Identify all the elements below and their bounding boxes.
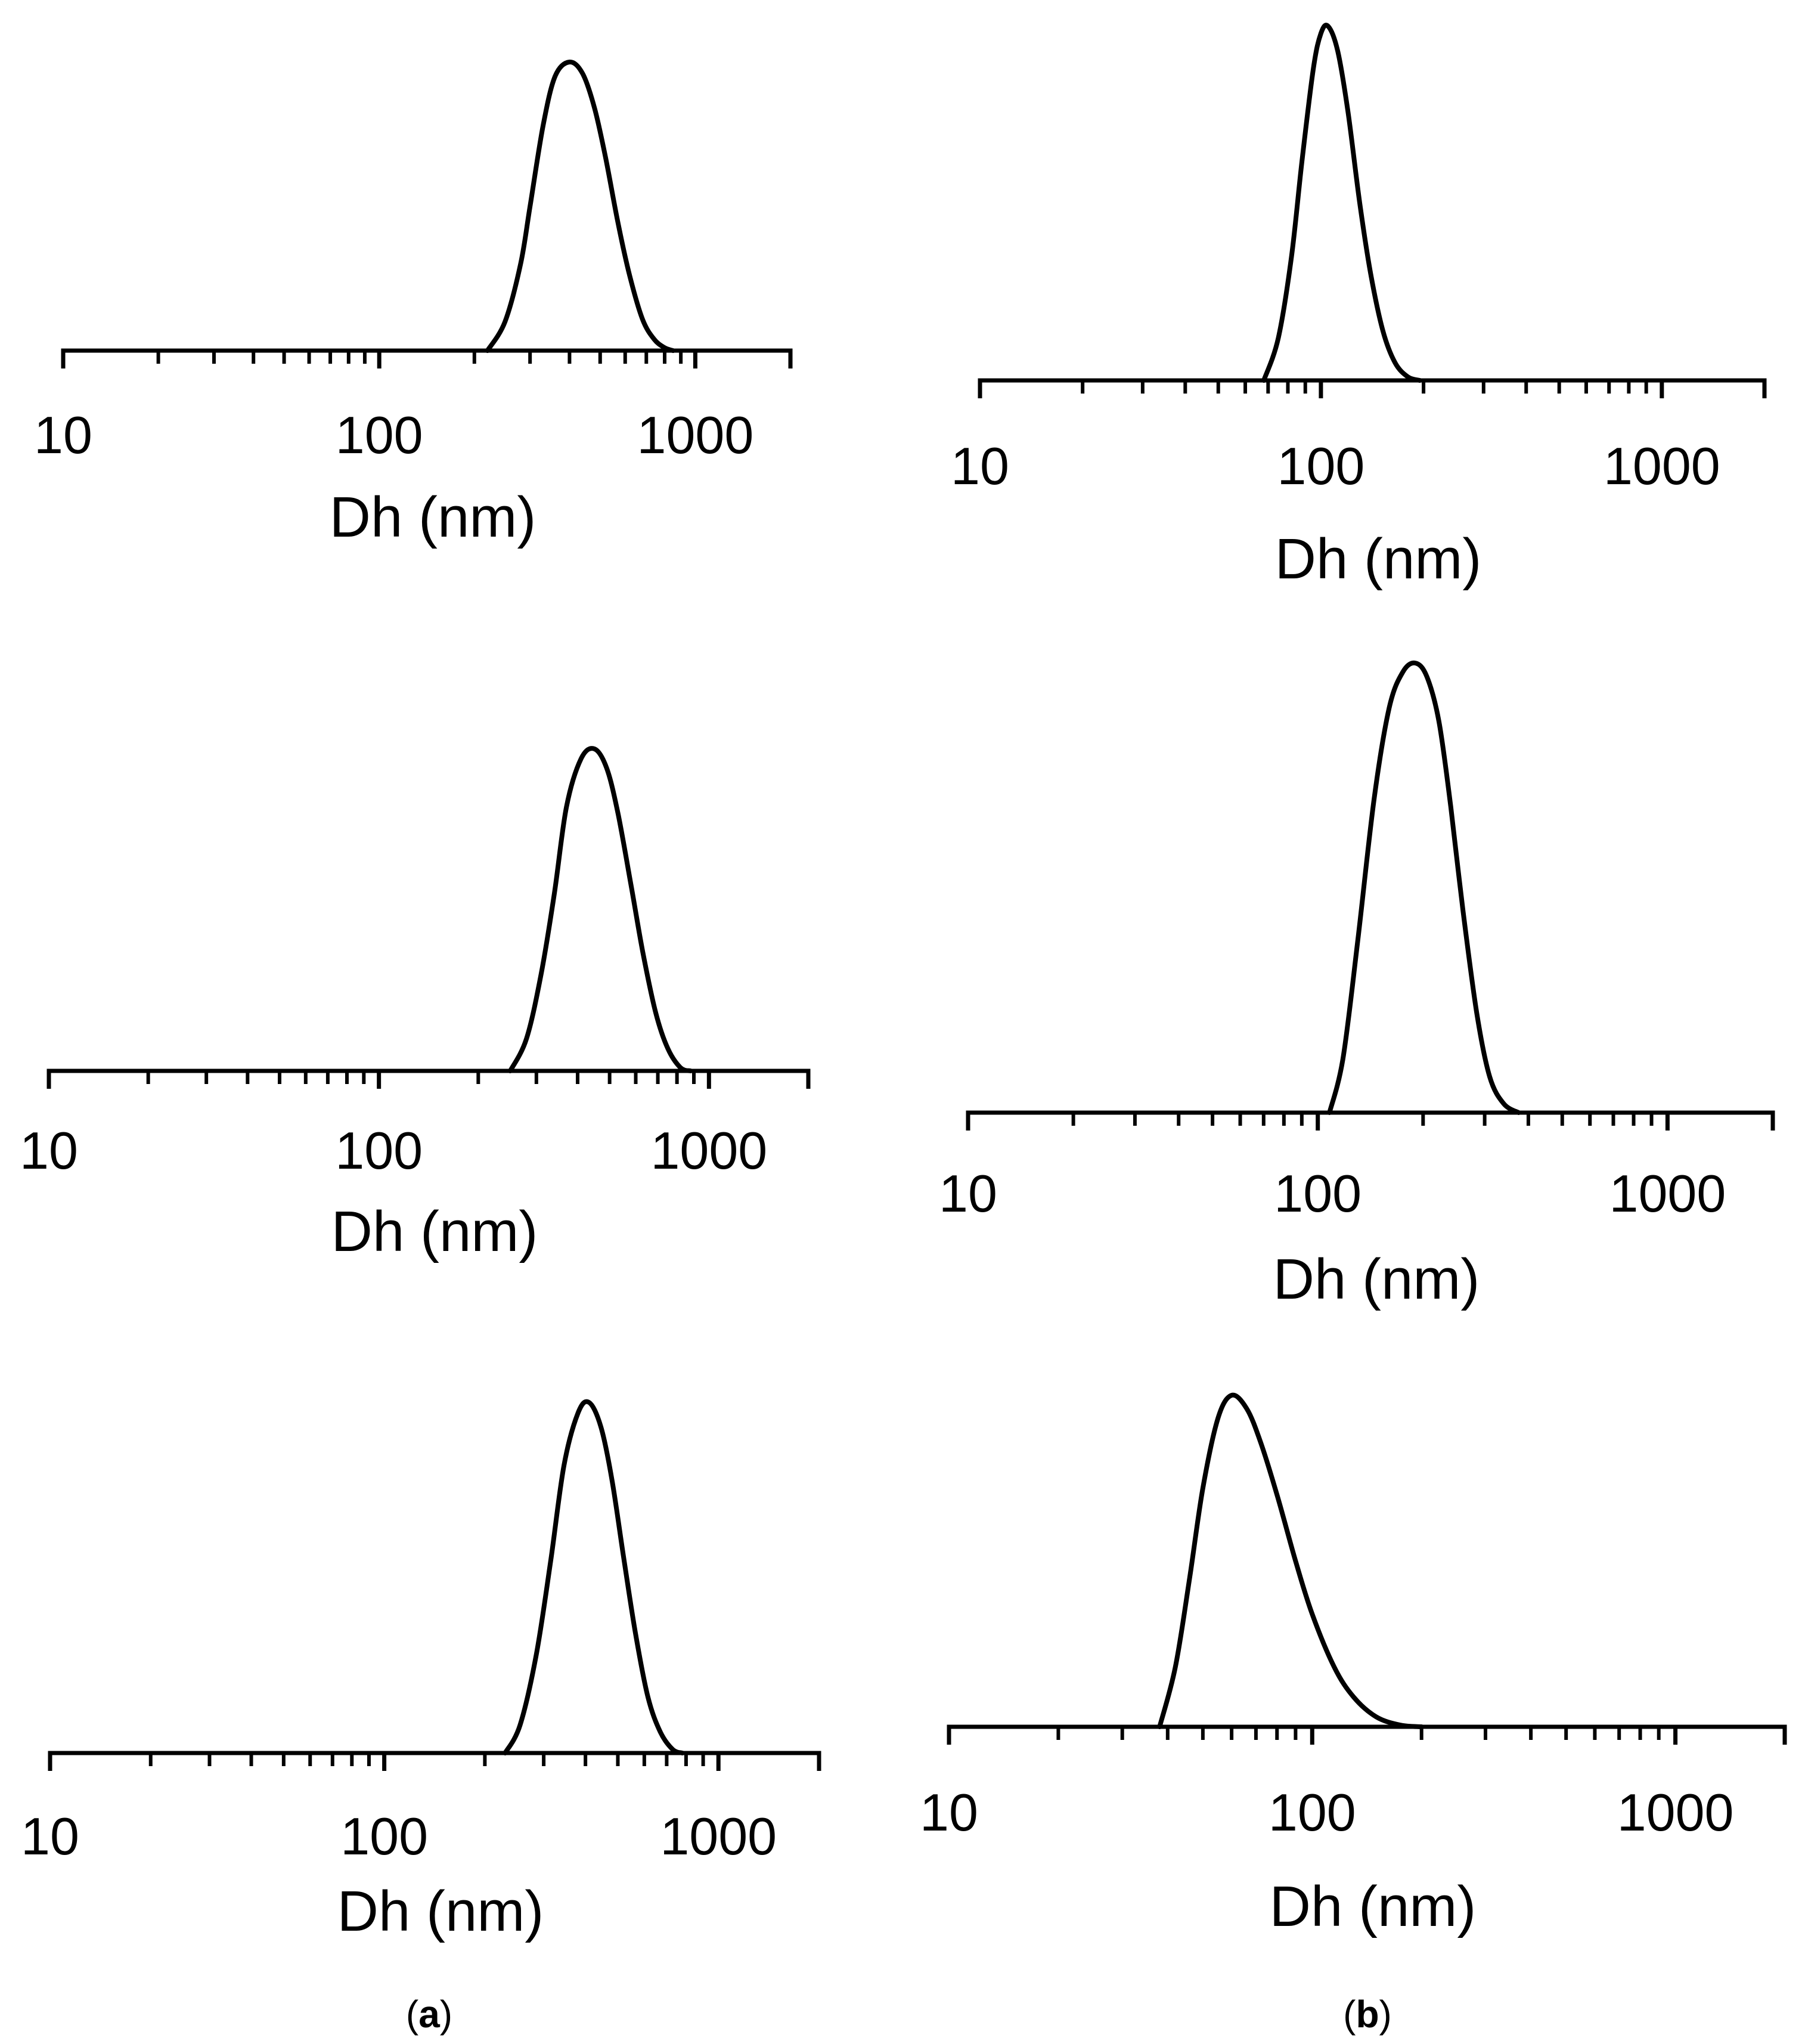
x-tick-label: 100 — [335, 1121, 423, 1180]
distribution-curve — [1261, 23, 1422, 383]
distribution-curve — [485, 59, 675, 353]
x-tick-label: 1000 — [650, 1121, 767, 1180]
panel-label-b: (b) — [1343, 1993, 1392, 2036]
distribution-curve — [1157, 1392, 1424, 1729]
x-axis-title: Dh (nm) — [1273, 1247, 1480, 1311]
x-tick-label: 1000 — [1617, 1783, 1734, 1842]
x-tick-label: 1000 — [660, 1807, 777, 1866]
x-tick-label: 100 — [336, 405, 423, 464]
x-tick-label: 10 — [21, 1807, 79, 1866]
x-tick-label: 100 — [1269, 1783, 1356, 1842]
panel-label-a: (a) — [406, 1993, 452, 2036]
x-tick-label: 100 — [1274, 1164, 1361, 1223]
x-tick-label: 100 — [1277, 436, 1365, 495]
distribution-curve — [503, 1399, 685, 1755]
x-tick-label: 1000 — [1609, 1164, 1726, 1223]
x-axis-title: Dh (nm) — [331, 1200, 538, 1263]
x-axis-title: Dh (nm) — [1270, 1875, 1477, 1938]
x-axis-title: Dh (nm) — [1275, 527, 1482, 591]
x-tick-label: 10 — [20, 1121, 78, 1180]
x-axis-title: Dh (nm) — [330, 485, 536, 549]
x-tick-label: 100 — [340, 1807, 428, 1866]
distribution-curve — [1327, 660, 1521, 1115]
x-tick-label: 10 — [34, 405, 92, 464]
distribution-curve — [508, 746, 693, 1073]
x-tick-label: 1000 — [1604, 436, 1720, 495]
x-tick-label: 1000 — [637, 405, 754, 464]
x-tick-label: 10 — [939, 1164, 997, 1223]
x-tick-label: 10 — [951, 436, 1009, 495]
x-tick-label: 10 — [920, 1783, 978, 1842]
x-axis-title: Dh (nm) — [337, 1879, 544, 1943]
